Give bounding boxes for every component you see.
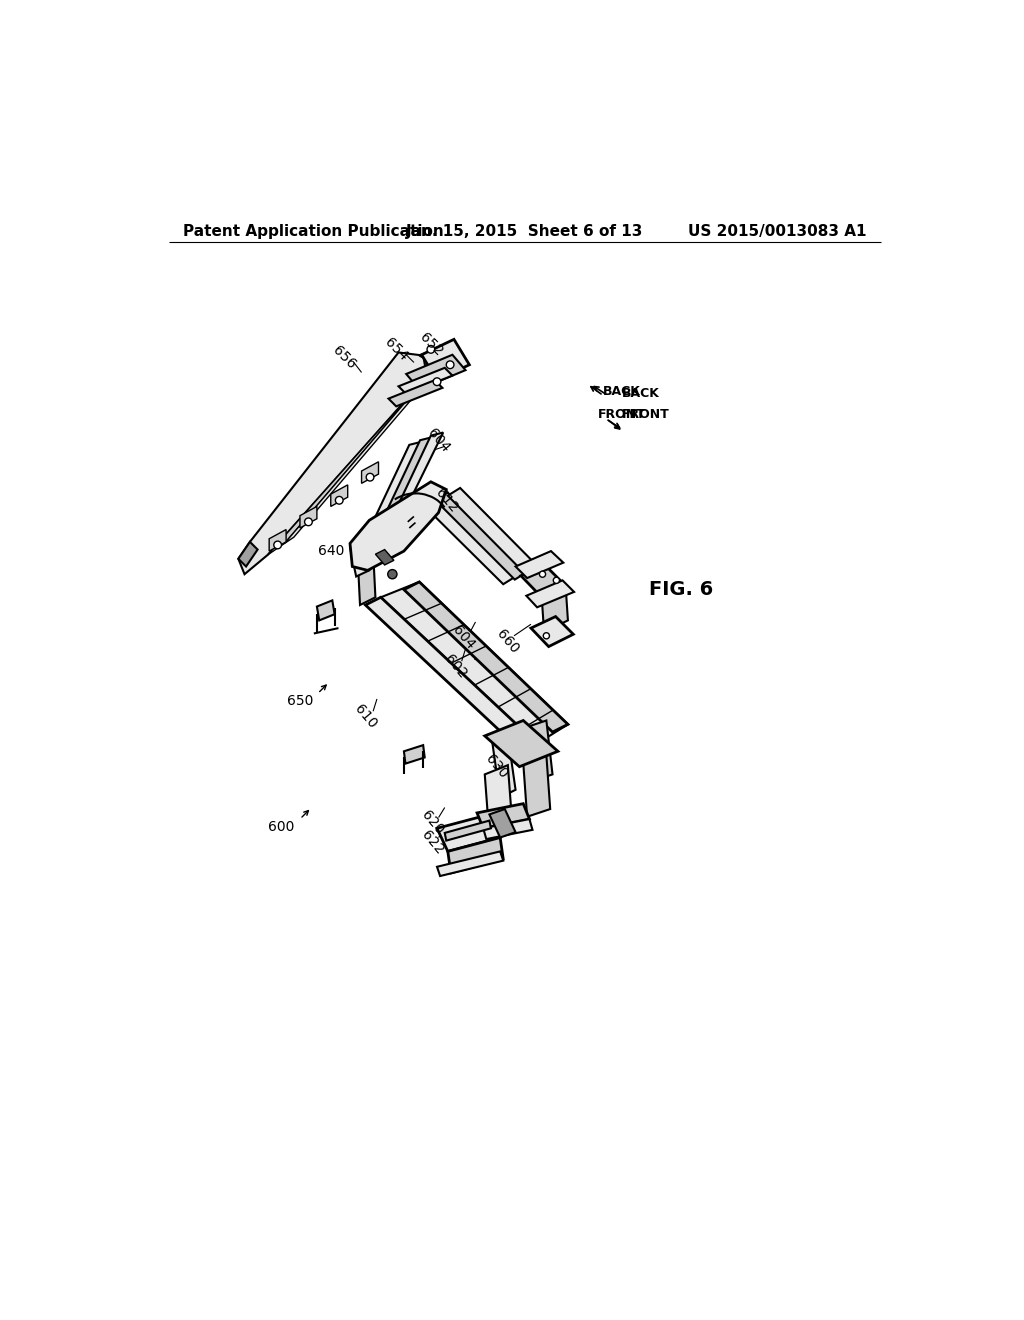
Polygon shape xyxy=(542,586,568,632)
Text: FIG. 6: FIG. 6 xyxy=(649,579,714,599)
Polygon shape xyxy=(484,766,512,826)
Polygon shape xyxy=(331,484,348,507)
Polygon shape xyxy=(521,565,565,598)
Text: BACK: BACK xyxy=(622,387,659,400)
Polygon shape xyxy=(447,838,503,873)
Polygon shape xyxy=(366,598,538,751)
Text: Patent Application Publication: Patent Application Publication xyxy=(183,224,443,239)
Polygon shape xyxy=(493,737,515,797)
Circle shape xyxy=(336,496,343,504)
Polygon shape xyxy=(407,355,466,389)
Polygon shape xyxy=(300,507,316,528)
Polygon shape xyxy=(419,350,454,368)
Polygon shape xyxy=(376,549,394,565)
Circle shape xyxy=(304,517,312,525)
Polygon shape xyxy=(388,380,442,407)
Polygon shape xyxy=(526,581,574,607)
Polygon shape xyxy=(371,442,422,527)
Polygon shape xyxy=(423,498,515,585)
Polygon shape xyxy=(239,352,427,574)
Text: 654: 654 xyxy=(382,335,411,363)
Text: 600: 600 xyxy=(268,820,295,834)
Polygon shape xyxy=(523,721,553,781)
Polygon shape xyxy=(381,582,568,743)
Polygon shape xyxy=(437,851,503,876)
Polygon shape xyxy=(444,821,490,841)
Text: 622: 622 xyxy=(419,828,446,857)
Polygon shape xyxy=(267,368,435,554)
Text: 604: 604 xyxy=(451,623,478,652)
Text: 620: 620 xyxy=(419,808,446,837)
Circle shape xyxy=(273,541,282,549)
Polygon shape xyxy=(398,368,453,395)
Circle shape xyxy=(388,570,397,579)
Polygon shape xyxy=(269,529,286,552)
Polygon shape xyxy=(531,616,573,647)
Polygon shape xyxy=(483,818,532,840)
Text: 604: 604 xyxy=(425,426,453,455)
Polygon shape xyxy=(515,552,563,578)
Polygon shape xyxy=(392,433,443,517)
Text: 610: 610 xyxy=(351,702,379,731)
Polygon shape xyxy=(382,437,432,521)
Circle shape xyxy=(544,632,550,639)
Text: 650: 650 xyxy=(287,694,313,709)
Polygon shape xyxy=(403,744,425,763)
Polygon shape xyxy=(422,339,469,380)
Text: BACK: BACK xyxy=(603,385,641,399)
Polygon shape xyxy=(350,541,370,577)
Polygon shape xyxy=(350,482,446,570)
Polygon shape xyxy=(477,804,529,829)
Circle shape xyxy=(367,474,374,480)
Polygon shape xyxy=(239,543,258,566)
Text: FRONT: FRONT xyxy=(622,408,670,421)
Polygon shape xyxy=(447,488,539,576)
Text: 660: 660 xyxy=(494,627,522,656)
Polygon shape xyxy=(437,814,500,851)
Circle shape xyxy=(446,360,454,368)
Text: 652: 652 xyxy=(417,330,445,359)
Text: FRONT: FRONT xyxy=(598,408,646,421)
Circle shape xyxy=(433,378,441,385)
Polygon shape xyxy=(403,582,568,733)
Circle shape xyxy=(427,346,435,354)
Circle shape xyxy=(540,572,546,577)
Polygon shape xyxy=(484,721,558,767)
Polygon shape xyxy=(285,363,442,544)
Polygon shape xyxy=(361,462,379,483)
Text: 656: 656 xyxy=(331,343,359,371)
Text: Jan. 15, 2015  Sheet 6 of 13: Jan. 15, 2015 Sheet 6 of 13 xyxy=(407,224,643,239)
Polygon shape xyxy=(523,755,550,817)
Polygon shape xyxy=(435,492,527,579)
Text: 612: 612 xyxy=(432,486,460,516)
Text: 630: 630 xyxy=(482,752,510,781)
Polygon shape xyxy=(316,601,335,620)
Text: 602: 602 xyxy=(441,652,469,681)
Circle shape xyxy=(553,577,559,583)
Polygon shape xyxy=(489,809,515,838)
Polygon shape xyxy=(358,566,376,605)
Text: US 2015/0013083 A1: US 2015/0013083 A1 xyxy=(688,224,866,239)
Text: 640: 640 xyxy=(318,544,345,558)
